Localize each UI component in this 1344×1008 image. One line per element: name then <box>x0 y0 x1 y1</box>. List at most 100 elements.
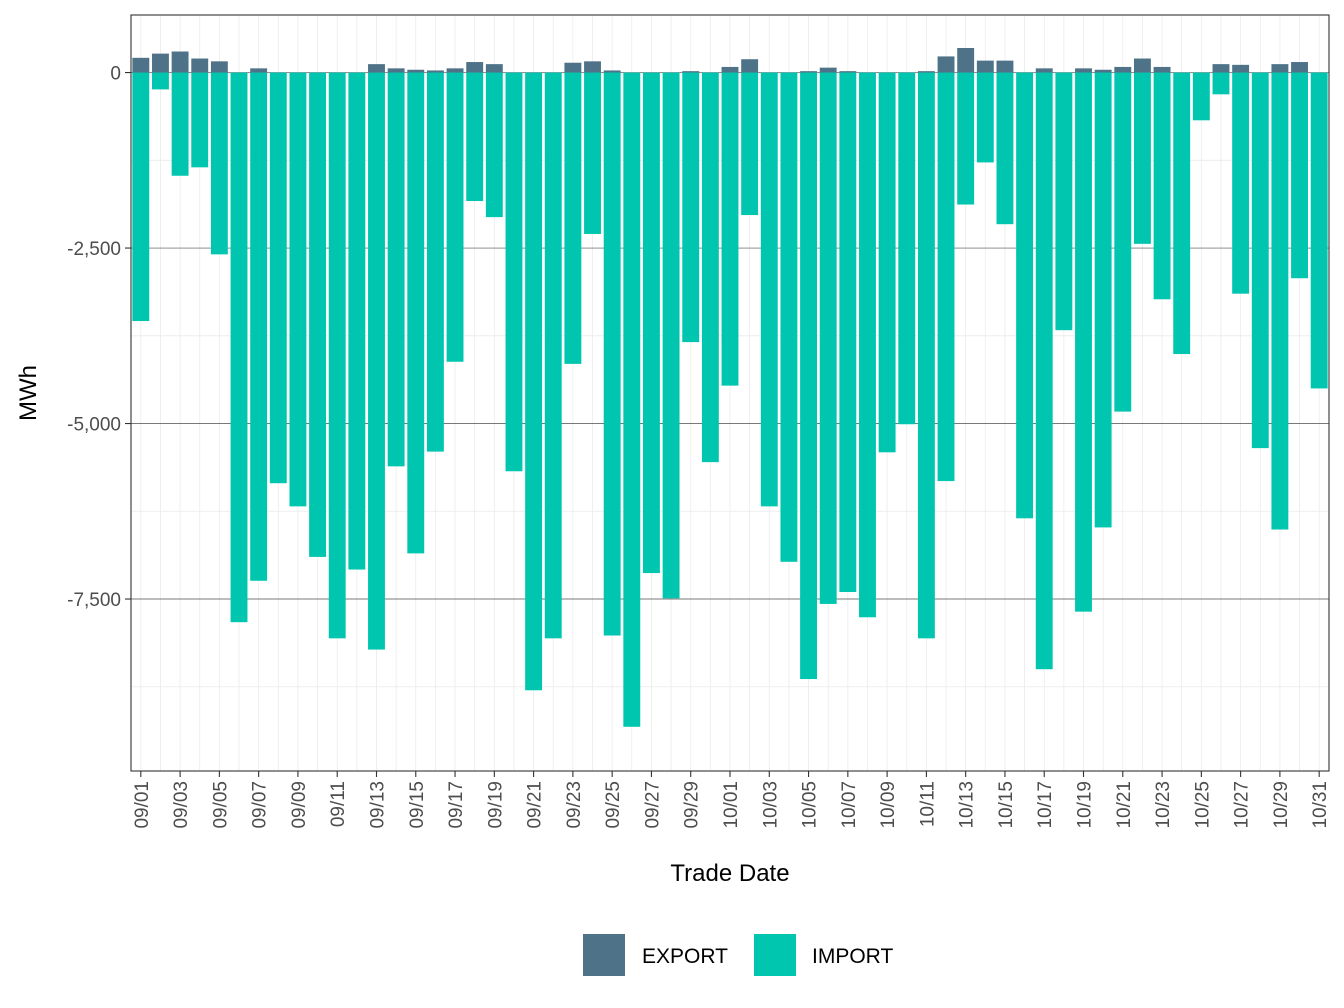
bar-import-10-08 <box>859 72 876 618</box>
bar-import-09-07 <box>250 72 268 581</box>
x-tick-label: 10/27 <box>1232 781 1253 829</box>
bar-export-10-15 <box>996 60 1014 73</box>
x-tick-label: 10/09 <box>878 781 899 829</box>
bar-import-10-22 <box>1133 72 1151 244</box>
x-tick-label: 09/07 <box>250 781 271 829</box>
x-tick-label: 09/23 <box>564 781 585 829</box>
bar-import-10-16 <box>1016 72 1034 519</box>
bar-export-09-16 <box>426 70 444 73</box>
x-tick-label: 09/01 <box>132 781 153 829</box>
x-tick-label: 10/07 <box>839 781 860 829</box>
bar-export-09-04 <box>191 58 209 73</box>
x-tick-label: 10/31 <box>1310 781 1331 829</box>
y-tick-label: -7,500 <box>67 590 121 611</box>
x-axis: 09/01 09/03 09/05 09/07 09/09 09/11 09/13 09/15… <box>132 771 1331 829</box>
bar-import-09-16 <box>426 72 444 452</box>
x-tick-label: 10/21 <box>1114 781 1135 829</box>
x-tick-label: 10/29 <box>1271 781 1292 829</box>
bar-import-10-05 <box>800 72 818 680</box>
bar-export-09-17 <box>446 68 464 73</box>
bar-import-09-14 <box>387 72 405 467</box>
y-axis: 0 -2,500 -5,000 -7,500 <box>67 64 131 611</box>
bar-export-09-13 <box>368 64 385 73</box>
legend-label-import: IMPORT <box>812 945 893 968</box>
x-tick-label: 09/19 <box>485 781 506 829</box>
bars-layer <box>132 47 1328 727</box>
bar-export-10-05 <box>800 71 818 73</box>
bar-import-09-04 <box>191 72 209 168</box>
bar-import-09-25 <box>603 72 621 636</box>
x-axis-title: Trade Date <box>670 860 789 887</box>
bar-import-09-24 <box>584 72 601 235</box>
x-tick-label: 09/11 <box>328 781 349 827</box>
x-tick-label: 09/21 <box>525 781 546 829</box>
bar-export-10-02 <box>741 59 759 73</box>
x-tick-label: 10/23 <box>1153 781 1174 829</box>
bar-import-09-02 <box>152 72 169 90</box>
bar-import-10-11 <box>917 72 935 639</box>
bar-import-10-31 <box>1310 72 1328 389</box>
bar-export-09-15 <box>407 69 425 73</box>
x-tick-label: 09/05 <box>210 781 231 829</box>
bar-import-09-08 <box>269 72 287 484</box>
bar-import-10-01 <box>721 72 739 386</box>
bar-import-09-21 <box>525 72 543 691</box>
bar-export-10-26 <box>1212 64 1230 73</box>
y-tick-label: -2,500 <box>67 239 121 260</box>
bar-import-09-27 <box>642 72 660 574</box>
bar-import-10-30 <box>1291 72 1308 279</box>
bar-export-10-06 <box>819 67 837 73</box>
bar-import-10-25 <box>1192 72 1210 121</box>
legend: EXPORT IMPORT <box>583 934 893 976</box>
bar-import-10-02 <box>741 72 759 216</box>
bar-export-09-24 <box>584 61 601 73</box>
bar-export-10-13 <box>957 47 975 73</box>
bar-import-10-06 <box>819 72 837 604</box>
bar-import-10-10 <box>898 72 916 425</box>
x-tick-label: 09/29 <box>682 781 703 829</box>
bar-import-10-12 <box>937 72 955 482</box>
bar-import-09-29 <box>682 72 700 343</box>
bar-import-10-15 <box>996 72 1014 225</box>
bar-import-09-09 <box>289 72 307 507</box>
bar-import-09-18 <box>466 72 484 202</box>
legend-key-export <box>583 934 625 976</box>
bar-export-09-14 <box>387 68 405 73</box>
x-tick-label: 09/15 <box>407 781 428 829</box>
x-tick-label: 09/13 <box>367 781 388 829</box>
bar-import-10-21 <box>1114 72 1132 412</box>
bar-export-10-12 <box>937 56 955 73</box>
x-tick-label: 10/25 <box>1192 781 1213 829</box>
bar-import-10-18 <box>1055 72 1073 331</box>
bar-export-09-25 <box>603 70 621 73</box>
bar-import-09-11 <box>328 72 346 639</box>
bar-export-10-27 <box>1232 64 1250 73</box>
y-tick-label: 0 <box>110 64 121 85</box>
bar-import-10-23 <box>1153 72 1171 300</box>
bar-export-09-18 <box>466 62 484 73</box>
bar-import-09-22 <box>544 72 562 639</box>
bar-import-10-24 <box>1173 72 1191 355</box>
bar-import-10-19 <box>1075 72 1092 612</box>
x-tick-label: 10/11 <box>917 781 938 827</box>
bar-import-09-15 <box>407 72 425 554</box>
x-tick-label: 09/17 <box>446 781 467 829</box>
bar-export-09-03 <box>171 51 189 73</box>
bar-export-10-01 <box>721 66 739 73</box>
x-tick-label: 10/03 <box>760 781 781 829</box>
legend-key-import <box>754 934 796 976</box>
bar-export-09-29 <box>682 71 700 73</box>
bar-export-10-23 <box>1153 66 1171 73</box>
bar-export-09-07 <box>250 68 268 73</box>
bar-import-09-10 <box>309 72 327 557</box>
x-tick-label: 10/01 <box>721 781 742 829</box>
x-tick-label: 09/09 <box>289 781 310 829</box>
bar-export-10-22 <box>1133 58 1151 73</box>
bar-import-10-26 <box>1212 72 1230 95</box>
bar-export-10-29 <box>1271 64 1289 73</box>
x-tick-label: 10/13 <box>957 781 978 829</box>
bar-import-09-20 <box>505 72 523 472</box>
x-tick-label: 09/03 <box>171 781 192 829</box>
bar-export-09-05 <box>210 61 228 73</box>
